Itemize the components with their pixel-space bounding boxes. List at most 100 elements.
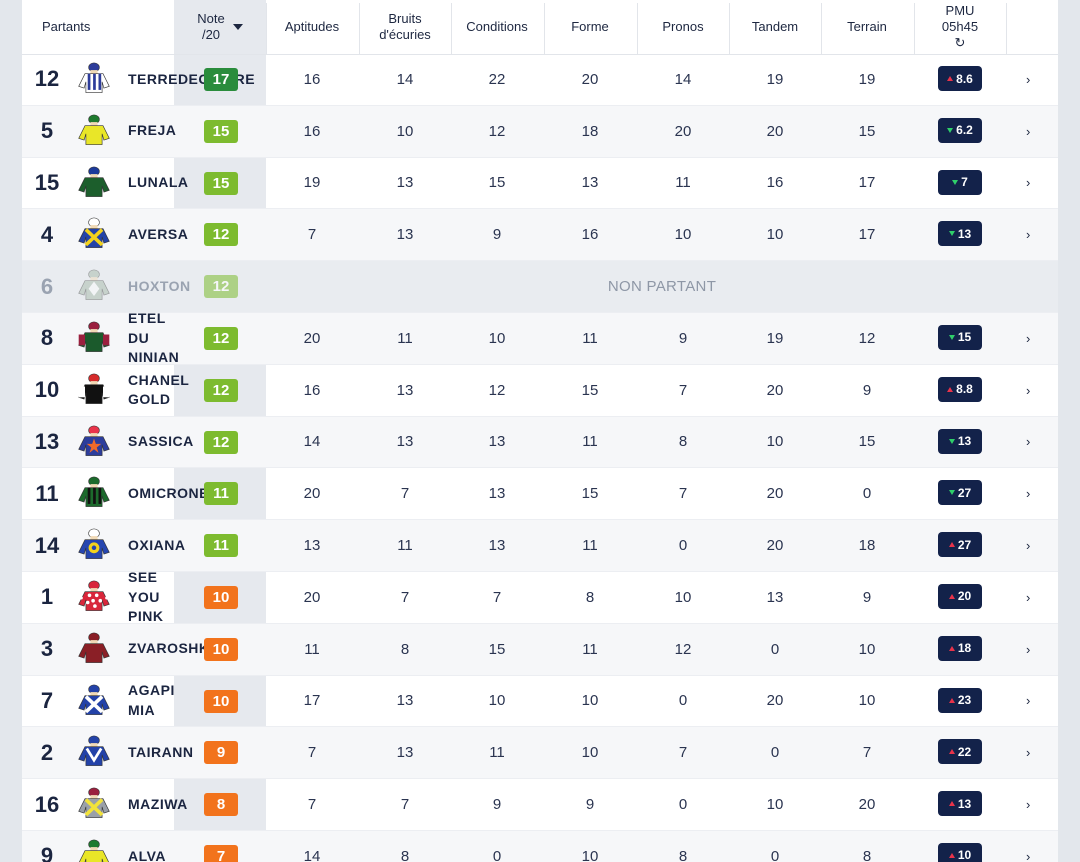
odds-badge[interactable]: 8.8 (938, 376, 982, 402)
table-row[interactable]: 6 HOXTON 12 NON PARTANT (22, 261, 1058, 313)
jockey-silk-icon (76, 114, 112, 150)
chevron-right-icon[interactable]: › (1026, 71, 1031, 87)
horse-name[interactable]: FREJA (128, 122, 177, 139)
chevron-right-icon[interactable]: › (1026, 434, 1031, 450)
jockey-silk-icon (76, 321, 112, 357)
table-row[interactable]: 13 SASSICA 12 14 13 13 11 8 10 15 13 › (22, 416, 1058, 469)
header-note[interactable]: Note /20 (174, 0, 266, 54)
odds-badge[interactable]: 7 (938, 169, 982, 195)
chevron-right-icon[interactable]: › (1026, 382, 1031, 398)
header-col-0[interactable]: Aptitudes (284, 19, 340, 34)
chevron-right-icon[interactable]: › (1026, 797, 1031, 813)
horse-name[interactable]: CHANEL GOLD (128, 371, 190, 408)
score-cell: 9 (492, 796, 502, 814)
table-row[interactable]: 2 TAIRANN 9 7 13 11 10 7 0 7 22 › (22, 727, 1058, 780)
horse-name[interactable]: SEE YOU PINK (128, 569, 164, 625)
table-row[interactable]: 12 TERREDEGLOIRE 17 16 14 22 20 14 19 19 8.6 › (22, 54, 1058, 106)
odds-badge[interactable]: 15 (938, 324, 982, 350)
header-col-2[interactable]: Conditions (466, 19, 528, 34)
chevron-right-icon[interactable]: › (1026, 538, 1031, 554)
chevron-right-icon[interactable]: › (1026, 227, 1031, 243)
chevron-right-icon[interactable]: › (1026, 745, 1031, 761)
header-col-6[interactable]: Terrain (847, 19, 887, 34)
header-col-3[interactable]: Forme (571, 19, 609, 34)
note-badge: 15 (204, 119, 238, 143)
horse-name[interactable]: TERREDEGLOIRE (128, 70, 256, 87)
horse-name[interactable]: OMICRONE (128, 485, 209, 502)
note-badge: 12 (204, 275, 238, 299)
odds-badge[interactable]: 10 (938, 842, 982, 862)
odds-value: 8.6 (956, 71, 973, 86)
horse-name[interactable]: ETEL DU NINIAN (128, 310, 180, 366)
table-row[interactable]: 9 ALVA 7 14 8 0 10 8 0 8 10 › (22, 830, 1058, 862)
score-cell: 16 (766, 174, 784, 192)
table-row[interactable]: 5 FREJA 15 16 10 12 18 20 20 15 6.2 › (22, 105, 1058, 158)
horse-name[interactable]: MAZIWA (128, 795, 188, 812)
score-cell: 11 (582, 537, 598, 555)
odds-badge[interactable]: 8.6 (938, 66, 982, 91)
horse-name[interactable]: ALVA (128, 847, 167, 862)
table-row[interactable]: 16 MAZIWA 8 7 7 9 9 0 10 20 13 › (22, 779, 1058, 831)
odds-badge[interactable]: 22 (938, 739, 982, 765)
table-body: 12 TERREDEGLOIRE 17 16 14 22 20 14 19 19 8.6 › 5 … (22, 54, 1058, 862)
table-row[interactable]: 1 SEE YOU PINK 10 20 7 7 8 10 13 9 20 › (22, 569, 1058, 625)
note-badge: 10 (204, 689, 238, 713)
score-cell: 16 (581, 226, 599, 244)
odds-badge[interactable]: 13 (938, 428, 982, 454)
odds-badge[interactable]: 27 (938, 480, 982, 506)
horse-name[interactable]: SASSICA (128, 433, 194, 450)
header-pmu[interactable]: PMU 05h45 ↻ (914, 0, 1006, 54)
chevron-right-icon[interactable]: › (1026, 693, 1031, 709)
score-cell: 8 (400, 847, 410, 862)
score-cell: 7 (862, 744, 872, 762)
odds-badge[interactable]: 6.2 (938, 117, 982, 143)
header-col-5[interactable]: Tandem (751, 19, 799, 34)
chevron-right-icon[interactable]: › (1026, 175, 1031, 191)
table-row[interactable]: 15 LUNALA 15 19 13 15 13 11 16 17 7 › (22, 158, 1058, 210)
header-col-4[interactable]: Pronos (662, 19, 704, 34)
jockey-silk-icon (76, 839, 112, 862)
horse-name[interactable]: LUNALA (128, 174, 189, 191)
horse-name[interactable]: AGAPI MIA (128, 682, 175, 718)
odds-badge[interactable]: 27 (938, 532, 982, 558)
header-col-1[interactable]: Bruits d'écuries (379, 11, 431, 42)
chevron-right-icon[interactable]: › (1026, 641, 1031, 657)
table-row[interactable]: 4 AVERSA 12 7 13 9 16 10 10 17 13 › (22, 209, 1058, 262)
horse-number: 5 (40, 118, 54, 144)
odds-badge[interactable]: 18 (938, 635, 982, 661)
horse-number: 1 (40, 584, 54, 610)
chevron-right-icon[interactable]: › (1026, 848, 1031, 862)
horse-name[interactable]: ZVAROSHKA (128, 640, 221, 657)
table-row[interactable]: 8 ETEL DU NINIAN 12 20 11 10 11 9 19 12 15 › (22, 310, 1058, 366)
odds-badge[interactable]: 23 (938, 687, 982, 713)
arrow-down-icon (948, 490, 955, 496)
horse-name[interactable]: AVERSA (128, 226, 189, 243)
horse-name[interactable]: TAIRANN (128, 744, 194, 760)
refresh-icon[interactable]: ↻ (954, 35, 966, 50)
odds-value: 27 (957, 537, 972, 552)
table-row[interactable]: 7 AGAPI MIA 10 17 13 10 10 0 20 10 23 › (22, 676, 1058, 728)
score-cell: 19 (303, 174, 321, 192)
jockey-silk-icon (76, 580, 112, 616)
table-row[interactable]: 11 OMICRONE 11 20 7 13 15 7 20 0 27 › (22, 468, 1058, 521)
odds-badge[interactable]: 13 (938, 221, 982, 247)
score-cell: 10 (581, 744, 599, 762)
arrow-up-icon (948, 593, 955, 599)
arrow-up-icon (948, 645, 955, 651)
caret-down-icon[interactable] (232, 24, 243, 30)
odds-value: 8.8 (956, 382, 973, 397)
chevron-right-icon[interactable]: › (1026, 330, 1031, 346)
chevron-right-icon[interactable]: › (1026, 486, 1031, 502)
horse-name[interactable]: HOXTON (128, 277, 191, 294)
table-row[interactable]: 10 CHANEL GOLD 12 16 13 12 15 7 20 9 8.8 › (22, 365, 1058, 417)
score-cell: 7 (307, 744, 317, 762)
table-row[interactable]: 3 ZVAROSHKA 10 11 8 15 11 12 0 10 18 › (22, 623, 1058, 676)
score-cell: 10 (766, 796, 784, 814)
odds-badge[interactable]: 13 (938, 791, 982, 817)
chevron-right-icon[interactable]: › (1026, 589, 1031, 605)
horse-name[interactable]: OXIANA (128, 536, 186, 553)
chevron-right-icon[interactable]: › (1026, 123, 1031, 139)
table-row[interactable]: 14 OXIANA 11 13 11 13 11 0 20 18 27 › (22, 520, 1058, 572)
note-badge: 10 (204, 637, 238, 661)
odds-badge[interactable]: 20 (938, 583, 982, 609)
